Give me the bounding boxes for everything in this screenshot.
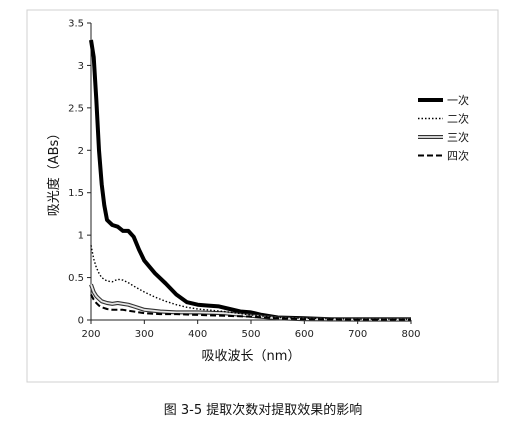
plot-area: 0 0.5 1 1.5 2 2.5 3 3.5 200 300 400 500 600 700 800 吸收波… [46, 19, 469, 365]
y-tick-label: 3 [78, 61, 84, 72]
y-axis-title: 吸光度（ABs） [46, 127, 62, 217]
y-tick-label: 1 [78, 231, 84, 242]
y-tick-label: 0.5 [68, 273, 84, 284]
x-tick-label: 200 [81, 329, 100, 340]
x-tick-label: 400 [188, 329, 207, 340]
legend-label-3: 三次 [447, 130, 469, 144]
y-tick-label: 1.5 [68, 188, 84, 199]
series-line-4 [90, 294, 411, 321]
x-tick-label: 500 [241, 329, 260, 340]
y-tick-label: 3.5 [68, 19, 84, 30]
x-tick-label: 700 [348, 329, 367, 340]
y-tick-label: 0 [78, 316, 84, 327]
legend-label-2: 二次 [447, 112, 469, 126]
x-tick-label: 600 [295, 329, 314, 340]
y-tick-label: 2 [78, 146, 84, 157]
y-tick-label: 2.5 [68, 103, 84, 114]
x-tick-label: 800 [401, 329, 420, 340]
legend-label-1: 一次 [447, 93, 469, 107]
x-axis-title: 吸收波长（nm） [202, 349, 301, 364]
chart-frame [26, 9, 499, 383]
x-tick-label: 300 [135, 329, 154, 340]
series-line-2 [90, 245, 411, 320]
legend-label-4: 四次 [447, 149, 469, 163]
figure-caption: 图 3-5 提取次数对提取效果的影响 [164, 402, 363, 418]
